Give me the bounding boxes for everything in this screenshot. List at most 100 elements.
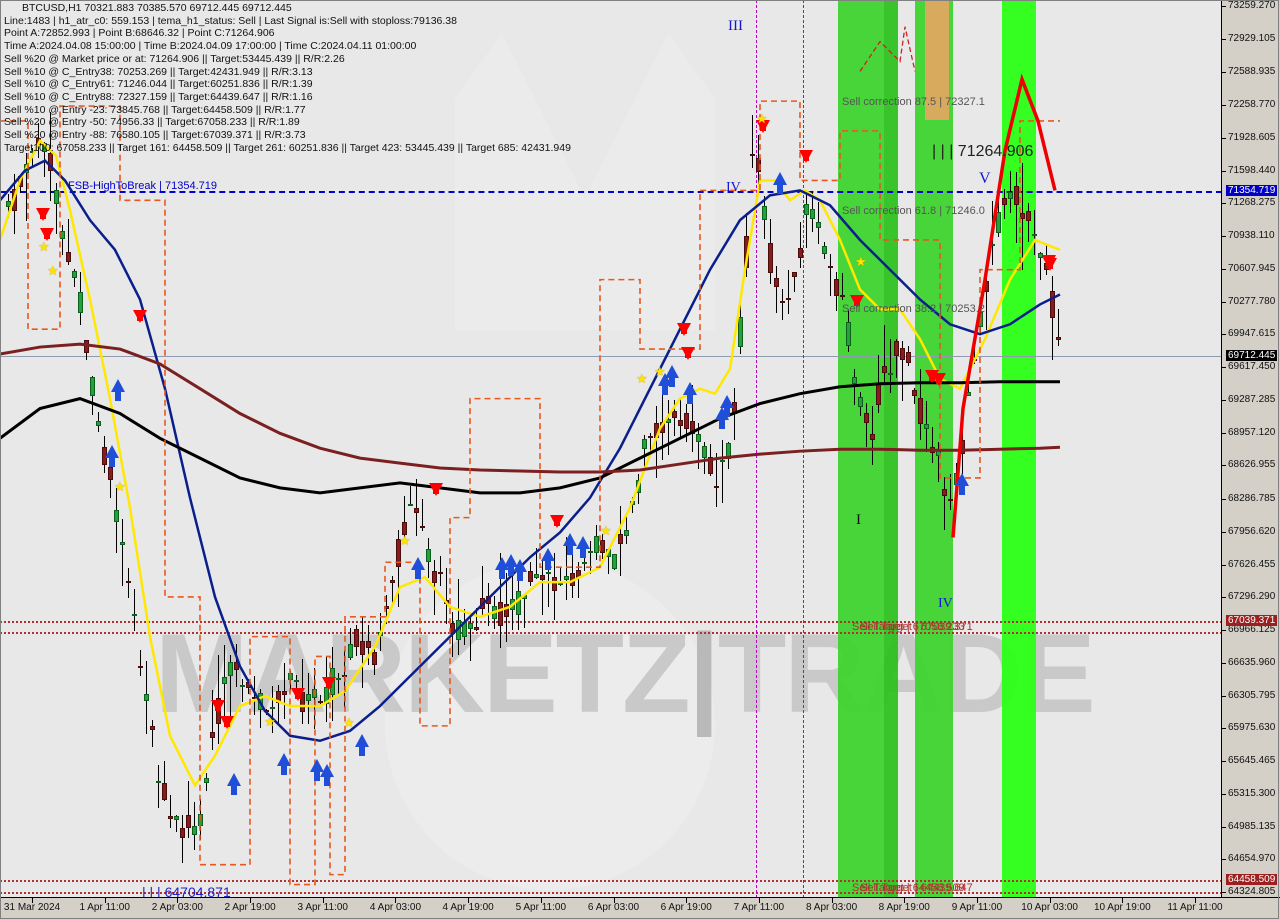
price-tick (1222, 499, 1226, 501)
candle-body (720, 460, 725, 463)
chart-plot-area[interactable]: MARKETZ|TRADE ★ ★ ★ ★ ★ ★ ★ ★ ★ ★ ★ FSB-HighToBrea… (0, 0, 1222, 898)
candle-wick (950, 474, 951, 511)
candle-body (798, 248, 803, 258)
candle-wick (1058, 308, 1059, 346)
candle-body (294, 679, 299, 682)
candle-wick (584, 550, 585, 572)
candle-body (234, 661, 239, 671)
candle-wick (272, 686, 273, 733)
candle-body (1014, 185, 1019, 206)
candle-wick (404, 496, 405, 541)
candle-body (696, 434, 701, 442)
time-tick (104, 898, 106, 903)
candle-body (552, 576, 557, 592)
candle-body (834, 278, 839, 297)
candle-body (504, 603, 509, 617)
price-tick-label: 71268.275 (1228, 197, 1276, 209)
price-tick-label: 65645.465 (1228, 755, 1276, 767)
time-tick (758, 898, 760, 903)
candle-body (1002, 197, 1007, 205)
price-tick-label: 72588.935 (1228, 66, 1276, 78)
candle-body (432, 571, 437, 584)
candle-wick (56, 182, 57, 234)
candle-body (54, 189, 59, 204)
time-tick (540, 898, 542, 903)
price-tick (1222, 826, 1226, 828)
candle-body (1050, 291, 1055, 319)
candle-body (168, 816, 173, 819)
candle-wick (212, 689, 213, 751)
candle-wick (896, 338, 897, 379)
price-tick (1222, 597, 1226, 599)
vertical-time-marker (803, 0, 804, 898)
candle-wick (716, 452, 717, 508)
candle-body (174, 816, 179, 820)
candle-wick (134, 588, 135, 631)
candle-body (402, 521, 407, 536)
candle-body (558, 582, 563, 585)
buy-signal-arrow (563, 533, 577, 555)
candle-body (222, 677, 227, 684)
candle-wick (578, 561, 579, 599)
candle-wick (422, 499, 423, 532)
price-tick-label: 65975.630 (1228, 722, 1276, 734)
candle-wick (1016, 171, 1017, 244)
candle-wick (410, 485, 411, 506)
candle-wick (944, 476, 945, 531)
candle-wick (806, 193, 807, 248)
price-tick-label: 66966.125 (1228, 624, 1276, 636)
price-scale[interactable]: 73259.270 72929.105 72588.935 72258.770 7192… (1221, 0, 1280, 898)
time-tick-label: 31 Mar 2024 (3, 902, 61, 913)
candle-wick (164, 761, 165, 801)
price-tick-label: 71598.440 (1228, 164, 1276, 176)
price-tick (1222, 6, 1226, 7)
candle-body (840, 294, 845, 297)
time-scale[interactable]: 31 Mar 2024 1 Apr 11:00 2 Apr 03:00 2 Apr 1… (0, 897, 1280, 920)
candle-body (108, 466, 113, 481)
time-tick (1122, 898, 1124, 903)
candle-wick (122, 519, 123, 587)
candle-wick (182, 814, 183, 863)
price-tick (1222, 859, 1226, 861)
candle-body (414, 508, 419, 514)
price-highlight-label: 69712.445 (1226, 350, 1278, 361)
price-tick (1222, 301, 1226, 303)
price-tick (1222, 432, 1226, 434)
chart-annotation-point-c-label: | | | 71264.906 (932, 143, 1034, 160)
price-tick (1222, 203, 1226, 205)
chart-annotation-sell-target-64458: Sell Target | 64458.509 (852, 882, 965, 894)
price-tick (1222, 728, 1226, 730)
candle-body (354, 629, 359, 648)
ma-long-darkred (0, 342, 1061, 474)
buy-signal-arrow (355, 734, 369, 756)
price-tick (1222, 695, 1226, 697)
sell-signal-arrow (1043, 258, 1057, 271)
candle-body (144, 693, 149, 702)
time-tick-label: 10 Apr 03:00 (1021, 902, 1078, 913)
candle-body (138, 666, 143, 669)
candle-wick (1010, 170, 1011, 213)
candle-wick (626, 515, 627, 545)
candle-body (132, 613, 137, 616)
price-tick-label: 72929.105 (1228, 32, 1276, 44)
candle-wick (254, 675, 255, 715)
candle-wick (656, 406, 657, 479)
time-tick (177, 898, 179, 903)
candle-body (66, 252, 71, 262)
candle-wick (230, 654, 231, 723)
buy-signal-arrow (227, 773, 241, 795)
time-tick (468, 898, 470, 903)
price-tick (1222, 334, 1226, 336)
candle-wick (890, 338, 891, 393)
candle-body (810, 209, 815, 219)
candle-wick (692, 385, 693, 453)
elliott-wave-label-iii-0: III (728, 18, 743, 34)
candle-wick (752, 115, 753, 168)
price-level-line (0, 621, 1222, 623)
candle-wick (224, 645, 225, 725)
elliott-wave-label-iv-4: IV (938, 596, 953, 611)
candle-wick (704, 442, 705, 474)
candle-wick (188, 780, 189, 839)
candle-body (1032, 234, 1037, 237)
price-tick (1222, 105, 1226, 107)
